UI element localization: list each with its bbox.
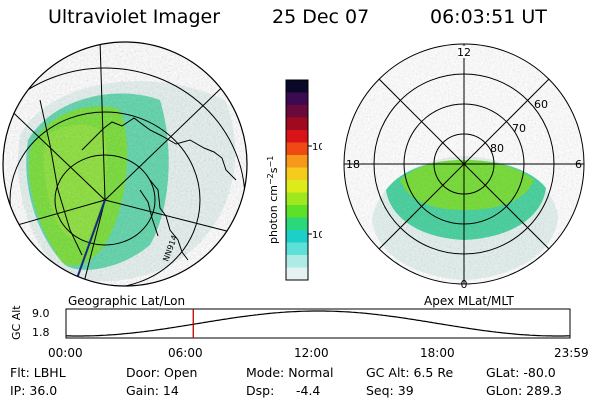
mlt-12-label: 12 — [457, 46, 471, 59]
tick-100-label: 100 — [312, 142, 322, 153]
earth-limb — [2, 41, 248, 287]
orbit-altitude-plot: GC Alt 9.0 1.8 — [10, 305, 571, 340]
status-seq: Seq: 39 — [366, 383, 414, 398]
status-flt: Flt: LBHL — [10, 365, 66, 380]
orbit-tick-1800: 18:00 — [420, 346, 455, 360]
color-scale-swatch — [286, 217, 308, 231]
status-dsp-label: Dsp: — [246, 383, 275, 398]
orbit-ymin-label: 1.8 — [32, 326, 50, 339]
color-scale-swatch — [286, 105, 308, 118]
color-scale-swatch — [286, 92, 308, 106]
lat-70-label: 70 — [512, 122, 526, 135]
color-scale-swatch — [286, 80, 308, 93]
status-glon: GLon: 289.3 — [486, 383, 562, 398]
color-scale-swatch — [286, 242, 308, 256]
color-scale-swatch — [286, 155, 308, 168]
status-gain: Gain: 14 — [126, 383, 179, 398]
color-scale: 100 10 photon cm−2s−1 — [266, 79, 322, 281]
color-scale-swatch — [286, 142, 308, 156]
orbit-tick-0000: 00:00 — [48, 346, 83, 360]
mlt-0-label: 0 — [461, 278, 468, 291]
status-gc-alt: GC Alt: 6.5 Re — [366, 365, 454, 380]
orbit-tick-2359: 23:59 — [554, 346, 589, 360]
coastline — [81, 117, 237, 261]
orbit-tick-0600: 06:00 — [168, 346, 203, 360]
orbit-frame — [65, 308, 571, 339]
lat-60-label: 60 — [534, 98, 548, 111]
color-scale-swatch — [286, 180, 308, 193]
color-scale-swatch — [286, 192, 308, 206]
status-dsp-value: -4.4 — [296, 383, 321, 398]
status-door: Door: Open — [126, 365, 198, 380]
color-scale-bar — [286, 80, 308, 281]
instrument-title: Ultraviolet Imager — [48, 6, 221, 28]
polar-panel-label: Apex MLat/MLT — [424, 294, 514, 308]
color-scale-swatch — [286, 205, 308, 218]
geographic-map: NN914 — [2, 41, 248, 287]
orbit-tick-1200: 12:00 — [294, 346, 329, 360]
color-scale-frame — [285, 79, 309, 281]
orbit-ylabel: GC Alt — [10, 305, 23, 340]
image-date: 25 Dec 07 — [272, 6, 370, 28]
color-scale-label: photon cm−2s−1 — [266, 156, 280, 244]
lat-80-label: 80 — [490, 142, 504, 155]
image-time: 06:03:51 UT — [430, 6, 547, 28]
status-mode: Mode: Normal — [246, 365, 334, 380]
color-scale-swatch — [286, 130, 308, 143]
status-glat: GLat: -80.0 — [486, 365, 556, 380]
status-ip: IP: 36.0 — [10, 383, 58, 398]
orbit-ymax-label: 9.0 — [32, 307, 50, 320]
color-scale-swatch — [286, 255, 308, 268]
mlt-6-label: 6 — [575, 158, 582, 171]
color-scale-swatch — [286, 230, 308, 243]
mlt-18-label: 18 — [346, 158, 360, 171]
orbit-altitude-curve — [65, 310, 571, 337]
geo-panel-label: Geographic Lat/Lon — [68, 294, 186, 308]
color-scale-swatch — [286, 267, 308, 281]
tick-10-label: 10 — [312, 230, 322, 241]
polar-grid — [343, 43, 585, 285]
color-scale-swatch — [286, 117, 308, 131]
color-scale-swatch — [286, 167, 308, 181]
mlt-top-label-bg — [458, 46, 470, 58]
polar-plot: 12 0 18 6 60 70 80 — [343, 43, 585, 291]
